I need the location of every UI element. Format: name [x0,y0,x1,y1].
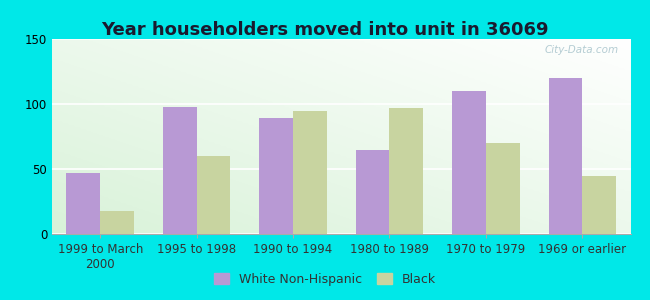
Bar [100,211,134,234]
Text: City-Data.com: City-Data.com [545,45,619,55]
Bar [163,106,196,234]
Bar [66,173,100,234]
Bar [259,118,293,234]
Text: Year householders moved into unit in 36069: Year householders moved into unit in 360… [101,21,549,39]
Bar [486,143,519,234]
Bar [582,176,616,234]
Bar [293,110,327,234]
Bar [452,91,486,234]
Bar [389,108,423,234]
Bar [549,78,582,234]
Legend: White Non-Hispanic, Black: White Non-Hispanic, Black [209,268,441,291]
Bar [196,156,230,234]
Bar [356,149,389,234]
